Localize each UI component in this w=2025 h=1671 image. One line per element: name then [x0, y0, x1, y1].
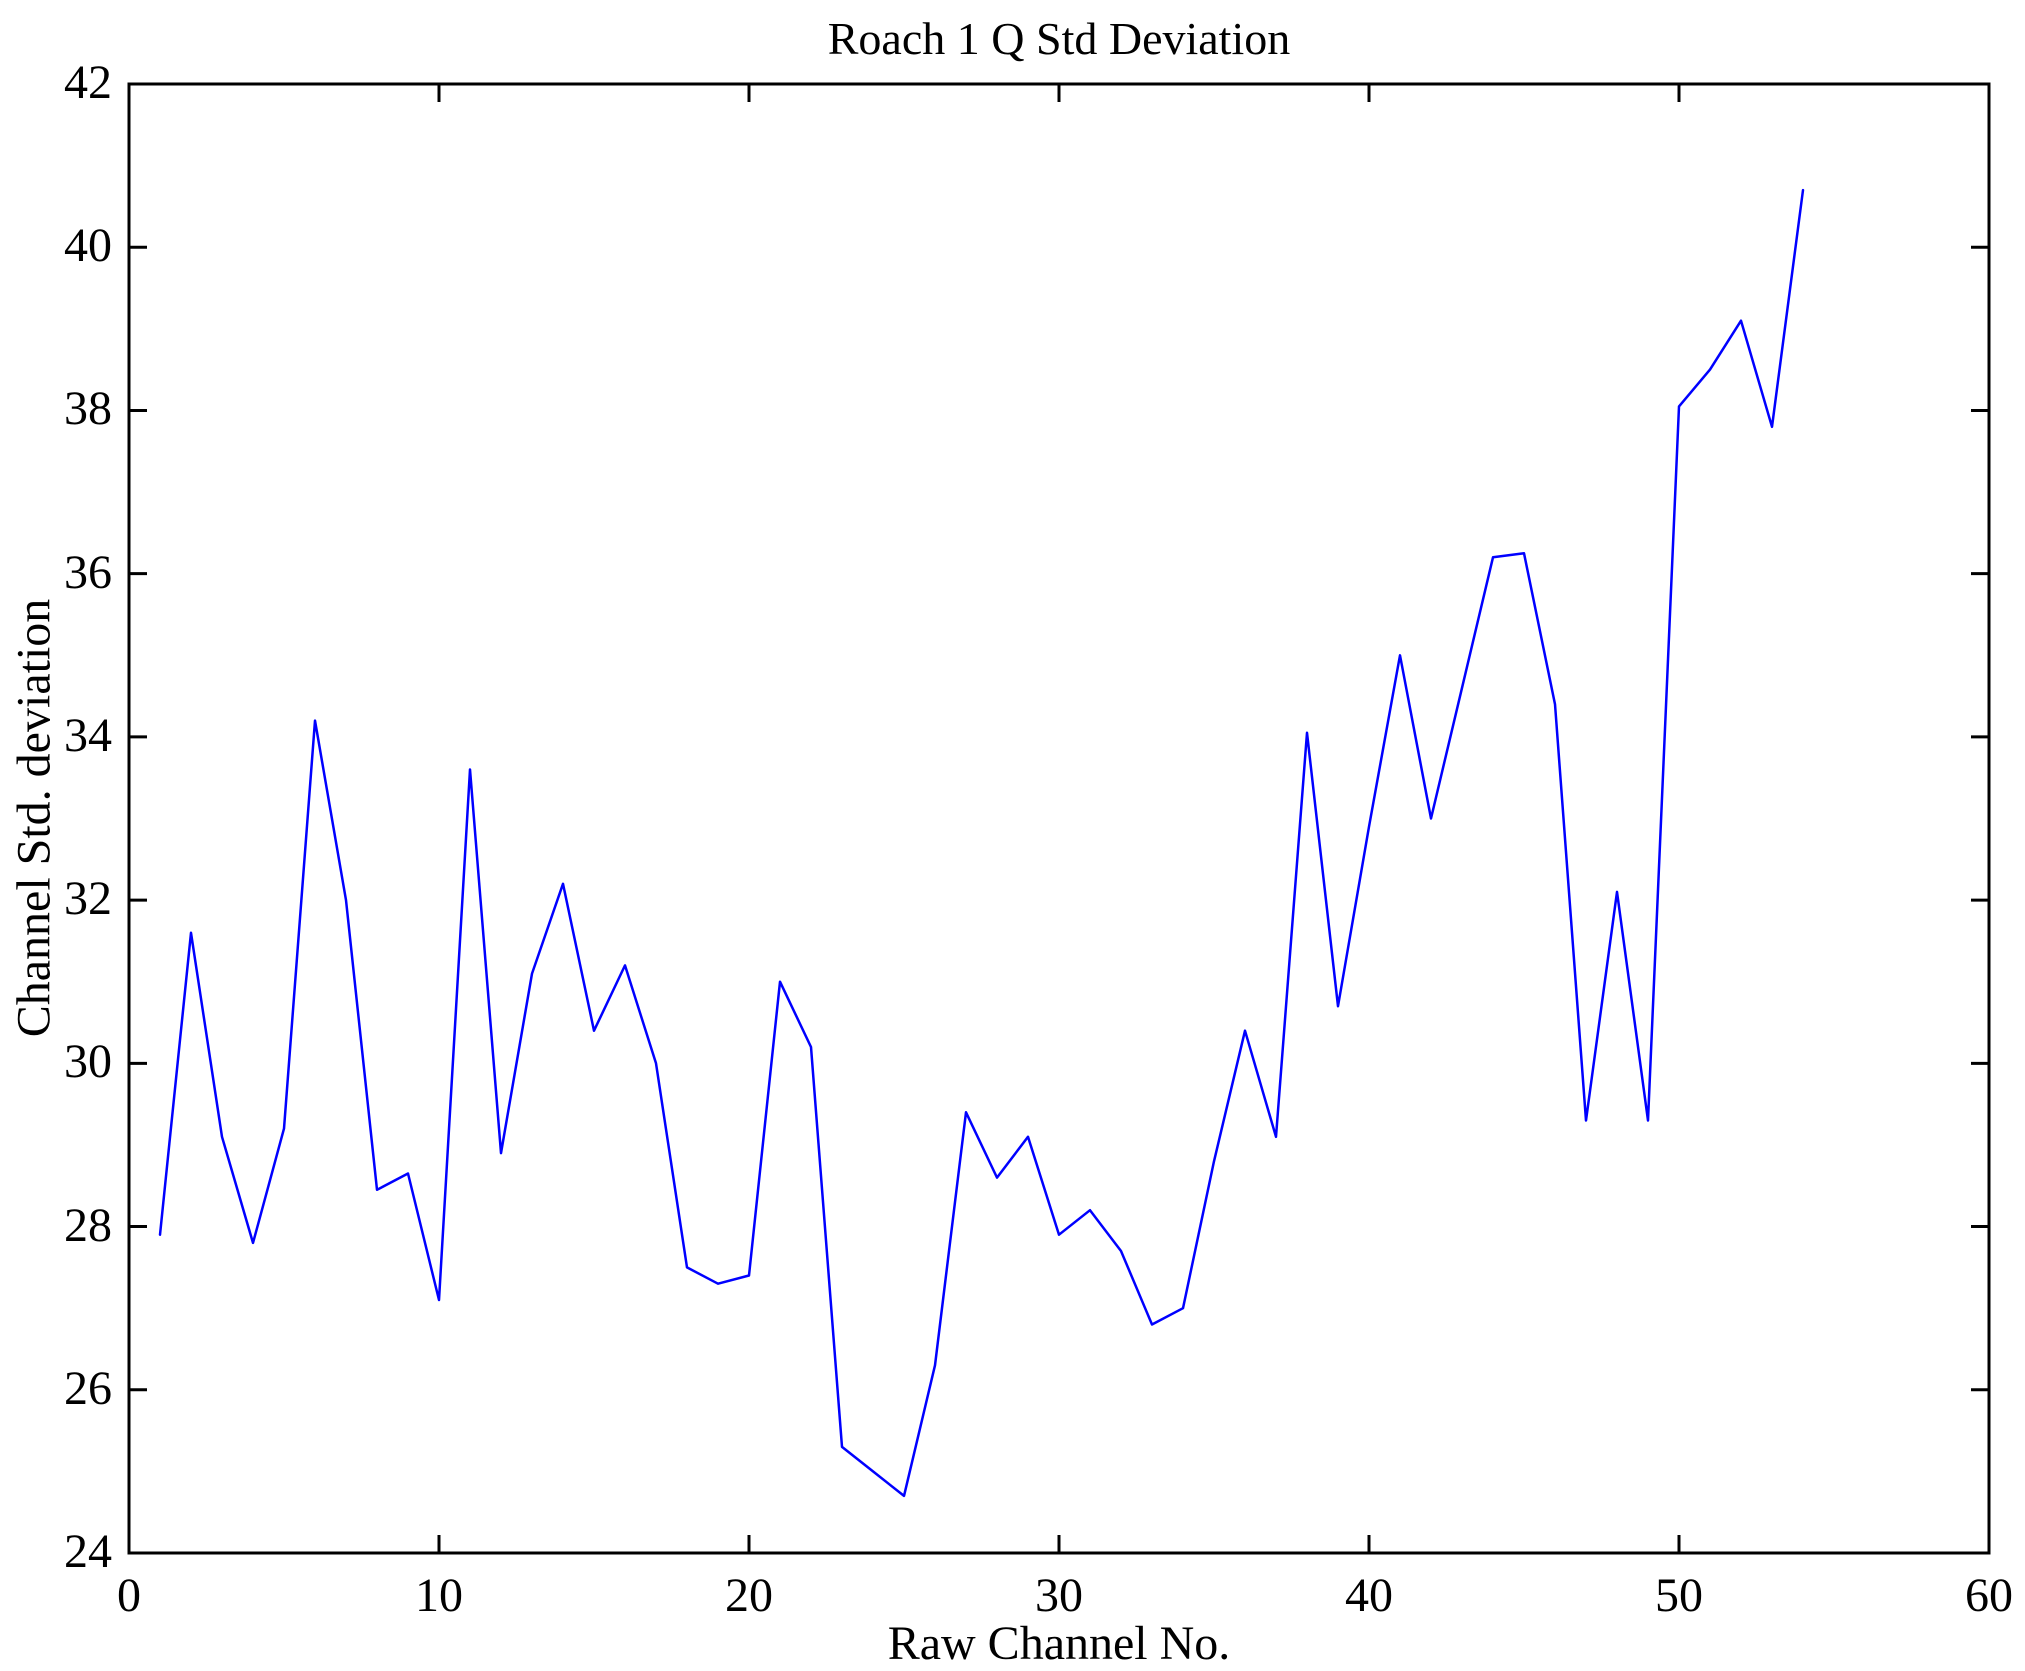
y-tick-label: 40	[64, 219, 112, 273]
x-tick-label: 30	[1035, 1569, 1083, 1622]
y-tick-label: 26	[64, 1361, 112, 1415]
axes-box	[127, 82, 1991, 1555]
y-tick-label: 38	[64, 382, 112, 436]
data-line	[158, 188, 1805, 1498]
x-tick-label: 50	[1655, 1569, 1703, 1622]
x-axis-label: Raw Channel No.	[887, 1617, 1231, 1670]
y-tick-label: 30	[64, 1035, 112, 1089]
x-tick-label: 10	[415, 1569, 463, 1622]
y-axis-label: Channel Std. deviation	[7, 598, 61, 1038]
y-tick-label: 42	[64, 56, 112, 109]
x-tick-label: 20	[725, 1569, 773, 1622]
y-tick-label: 34	[64, 708, 112, 762]
y-tick-label: 24	[64, 1525, 112, 1578]
y-tick-label: 36	[64, 545, 112, 599]
x-tick-label: 60	[1965, 1569, 2013, 1622]
x-tick-label: 0	[117, 1569, 141, 1622]
y-tick-label: 32	[64, 872, 112, 926]
y-tick-label: 28	[64, 1198, 112, 1252]
x-tick-label: 40	[1345, 1569, 1393, 1622]
chart-title: Roach 1 Q Std Deviation	[827, 13, 1291, 64]
